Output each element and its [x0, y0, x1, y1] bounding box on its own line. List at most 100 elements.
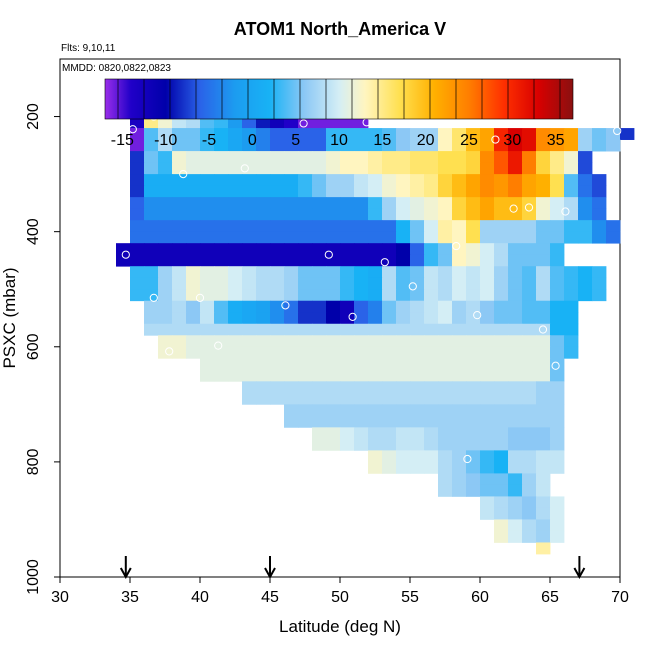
- heatmap-cell: [214, 300, 229, 313]
- y-tick-label: 200: [25, 103, 42, 130]
- heatmap-cell: [396, 358, 411, 371]
- flights-label: Flts: 9,10,11: [61, 43, 116, 54]
- heatmap-cell: [228, 358, 243, 371]
- heatmap-cell: [368, 346, 383, 359]
- heatmap-cell: [508, 404, 523, 417]
- heatmap-cell: [200, 220, 215, 233]
- heatmap-cell: [382, 450, 397, 463]
- heatmap-cell: [494, 496, 509, 509]
- heatmap-cell: [522, 519, 537, 532]
- heatmap-cell: [522, 128, 537, 140]
- heatmap-cell: [536, 208, 551, 221]
- heatmap-cell: [396, 208, 411, 221]
- heatmap-cell: [480, 139, 495, 152]
- heatmap-cell: [452, 277, 467, 290]
- heatmap-cell: [340, 369, 355, 382]
- heatmap-cell: [256, 369, 271, 382]
- sample-point: [121, 250, 130, 259]
- heatmap-cell: [536, 266, 551, 279]
- heatmap-cell: [214, 346, 229, 359]
- heatmap-cell: [354, 185, 369, 198]
- heatmap-cell: [172, 289, 187, 302]
- heatmap-cell: [452, 323, 467, 336]
- heatmap-cell: [550, 197, 565, 210]
- heatmap-cell: [438, 323, 453, 336]
- heatmap-cell: [312, 254, 327, 267]
- heatmap-cell: [578, 162, 593, 175]
- heatmap-cell: [494, 266, 509, 279]
- heatmap-cell: [564, 151, 579, 163]
- heatmap-cell: [508, 496, 523, 509]
- heatmap-cell: [480, 415, 495, 428]
- heatmap-cell: [158, 220, 173, 233]
- heatmap-cell: [466, 128, 481, 140]
- heatmap-cell: [228, 323, 243, 336]
- heatmap-cell: [242, 243, 257, 256]
- heatmap-cell: [130, 231, 145, 244]
- heatmap-cell: [522, 323, 537, 336]
- heatmap-cell: [396, 323, 411, 336]
- heatmap-cell: [270, 174, 285, 187]
- colorbar-tick-label: -10: [154, 132, 177, 149]
- heatmap-cell: [438, 392, 453, 405]
- heatmap-cell: [270, 346, 285, 359]
- heatmap-cell: [396, 427, 411, 440]
- heatmap-cell: [326, 346, 341, 359]
- heatmap-cell: [270, 335, 285, 348]
- heatmap-cell: [536, 174, 551, 187]
- x-tick-label: 60: [471, 589, 489, 606]
- heatmap-cell: [494, 185, 509, 198]
- heatmap-cell: [312, 162, 327, 175]
- heatmap-cell: [172, 266, 187, 279]
- heatmap-cell: [354, 392, 369, 405]
- heatmap-cell: [186, 162, 201, 175]
- heatmap-cell: [284, 243, 299, 256]
- sample-point: [613, 126, 622, 136]
- heatmap-cell: [368, 381, 383, 394]
- heatmap-cell: [368, 139, 383, 152]
- heatmap-cell: [550, 323, 565, 336]
- heatmap-cell: [522, 346, 537, 359]
- heatmap-cell: [592, 128, 607, 140]
- heatmap-cell: [270, 128, 285, 140]
- heatmap-cell: [298, 312, 313, 325]
- heatmap-cell: [424, 346, 439, 359]
- heatmap-cell: [172, 116, 187, 129]
- heatmap-cell: [354, 415, 369, 428]
- heatmap-cell: [242, 289, 257, 302]
- heatmap-cell: [200, 162, 215, 175]
- heatmap-cell: [242, 312, 257, 325]
- heatmap-cell: [382, 162, 397, 175]
- sample-point: [179, 170, 188, 179]
- heatmap-cell: [340, 381, 355, 394]
- heatmap-cell: [424, 450, 439, 463]
- heatmap-cell: [354, 151, 369, 163]
- heatmap-cell: [578, 185, 593, 198]
- heatmap-cell: [158, 139, 173, 152]
- x-axis-label: Latitude (deg N): [279, 617, 401, 636]
- heatmap-cell: [508, 208, 523, 221]
- heatmap-cell: [494, 427, 509, 440]
- heatmap-cell: [340, 174, 355, 187]
- heatmap-cell: [200, 151, 215, 163]
- heatmap-cell: [508, 427, 523, 440]
- heatmap-cell: [256, 243, 271, 256]
- heatmap-cell: [564, 174, 579, 187]
- flight-arrow: [119, 556, 132, 580]
- heatmap-cell: [312, 323, 327, 336]
- heatmap-cell: [298, 162, 313, 175]
- heatmap-cell: [214, 231, 229, 244]
- heatmap-cell: [256, 151, 271, 163]
- heatmap-cell: [242, 151, 257, 163]
- heatmap-cell: [522, 266, 537, 279]
- heatmap-cell: [550, 243, 565, 256]
- heatmap-cell: [438, 404, 453, 417]
- heatmap-cell: [284, 323, 299, 336]
- heatmap-cell: [536, 254, 551, 267]
- heatmap-cell: [424, 254, 439, 267]
- heatmap-cell: [466, 300, 481, 313]
- heatmap-cell: [550, 392, 565, 405]
- heatmap-cell: [522, 530, 537, 543]
- heatmap-cell: [256, 300, 271, 313]
- heatmap-cell: [242, 335, 257, 348]
